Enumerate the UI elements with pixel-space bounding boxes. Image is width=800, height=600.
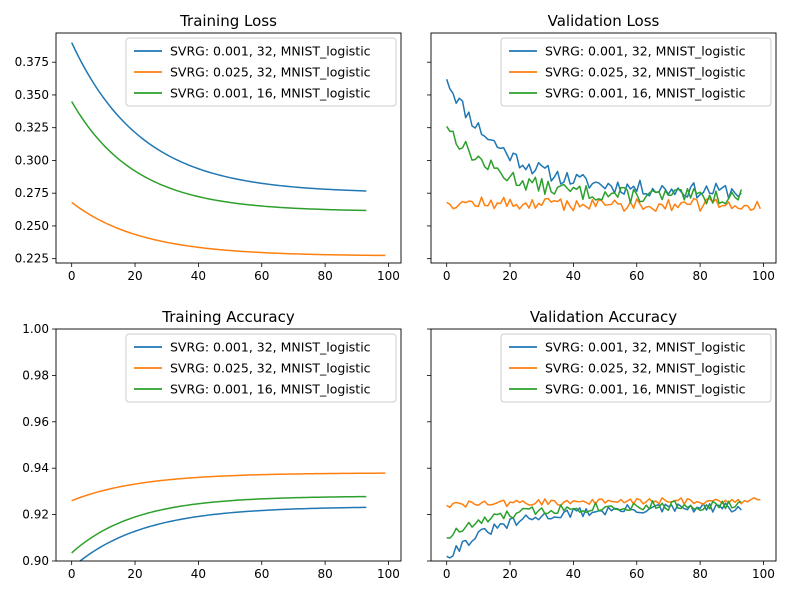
x-tick-label: 40 (191, 567, 206, 581)
panel-training-accuracy: Training Accuracy 0 20 40 60 80 100 0.90 0.92 0.9… (22, 308, 402, 581)
legend-label: SVRG: 0.001, 32, MNIST_logistic (545, 44, 746, 59)
y-tick-label: 0.350 (15, 88, 49, 102)
series-line-0 (78, 506, 367, 561)
axes-frame (430, 32, 777, 264)
x-tick-label: 20 (502, 269, 517, 283)
y-tick-label: 0.96 (22, 415, 49, 429)
panel-training-loss: Training Loss 0 20 40 60 80 100 0.225 0.250 0.275… (15, 12, 402, 283)
legend: SVRG: 0.001, 32, MNIST_logistic SVRG: 0.0… (500, 333, 772, 403)
chart-title: Training Accuracy (161, 308, 295, 326)
legend-label: SVRG: 0.025, 32, MNIST_logistic (545, 361, 746, 376)
y-tick-label: 0.375 (15, 55, 49, 69)
legend-box (500, 37, 772, 107)
legend-label: SVRG: 0.001, 16, MNIST_logistic (170, 382, 371, 397)
x-tick-label: 80 (692, 269, 707, 283)
x-tick-label: 100 (752, 567, 775, 581)
y-tick-label: 0.275 (15, 186, 49, 200)
legend-label: SVRG: 0.001, 16, MNIST_logistic (545, 86, 746, 101)
y-tick-label: 0.90 (22, 554, 49, 568)
y-tick-label: 0.325 (15, 121, 49, 135)
x-tick-label: 100 (752, 269, 775, 283)
legend-label: SVRG: 0.025, 32, MNIST_logistic (170, 65, 371, 80)
x-tick-label: 80 (317, 269, 332, 283)
x-tick-label: 0 (443, 269, 451, 283)
x-tick-label: 100 (377, 567, 400, 581)
legend-box (125, 333, 397, 403)
y-tick-label: 1.00 (22, 322, 49, 336)
x-tick-label: 80 (692, 567, 707, 581)
legend-label: SVRG: 0.001, 32, MNIST_logistic (170, 340, 371, 355)
panel-validation-accuracy: Validation Accuracy 0 20 40 60 80 100 SVRG: 0.0… (427, 308, 777, 581)
series-line-1 (446, 497, 761, 509)
series-line-2 (71, 495, 367, 554)
axes-frame (55, 328, 402, 562)
legend-label: SVRG: 0.001, 16, MNIST_logistic (170, 86, 371, 101)
y-tick-label: 0.300 (15, 153, 49, 167)
x-tick-label: 0 (443, 567, 451, 581)
x-tick-label: 60 (254, 269, 269, 283)
x-tick-label: 40 (191, 269, 206, 283)
x-tick-label: 60 (629, 269, 644, 283)
y-tick-label: 0.225 (15, 252, 49, 266)
series-line-2 (71, 101, 367, 212)
chart-title: Training Loss (179, 12, 277, 30)
panel-validation-loss: Validation Loss 0 20 40 60 80 100 SVRG: 0.001, … (427, 12, 777, 283)
legend-label: SVRG: 0.001, 16, MNIST_logistic (545, 382, 746, 397)
legend: SVRG: 0.001, 32, MNIST_logistic SVRG: 0.0… (500, 37, 772, 107)
y-tick-label: 0.98 (22, 368, 49, 382)
x-tick-label: 40 (566, 269, 581, 283)
series-line-2 (446, 500, 742, 539)
legend-box (125, 37, 397, 107)
x-tick-label: 60 (254, 567, 269, 581)
axes-frame (430, 328, 777, 562)
legend: SVRG: 0.001, 32, MNIST_logistic SVRG: 0.0… (125, 37, 397, 107)
x-tick-label: 80 (317, 567, 332, 581)
series-line-1 (71, 201, 386, 257)
x-tick-label: 60 (629, 567, 644, 581)
x-tick-label: 20 (127, 567, 142, 581)
legend-box (500, 333, 772, 403)
series-line-1 (71, 472, 386, 502)
x-tick-label: 0 (68, 567, 76, 581)
legend-label: SVRG: 0.001, 32, MNIST_logistic (545, 340, 746, 355)
y-tick-label: 0.250 (15, 219, 49, 233)
series-line-0 (71, 42, 367, 192)
legend-label: SVRG: 0.025, 32, MNIST_logistic (170, 361, 371, 376)
legend: SVRG: 0.001, 32, MNIST_logistic SVRG: 0.0… (125, 333, 397, 403)
x-tick-label: 0 (68, 269, 76, 283)
series-line-0 (446, 502, 742, 559)
x-tick-label: 100 (377, 269, 400, 283)
x-tick-label: 20 (502, 567, 517, 581)
x-tick-label: 40 (566, 567, 581, 581)
axes-frame (55, 32, 402, 264)
legend-label: SVRG: 0.025, 32, MNIST_logistic (545, 65, 746, 80)
chart-title: Validation Loss (548, 12, 660, 30)
series-line-2 (446, 125, 743, 205)
series-line-0 (445, 79, 742, 200)
legend-label: SVRG: 0.001, 32, MNIST_logistic (170, 44, 371, 59)
x-tick-label: 20 (127, 269, 142, 283)
y-tick-label: 0.94 (22, 461, 49, 475)
y-tick-label: 0.92 (22, 508, 49, 522)
chart-title: Validation Accuracy (530, 308, 677, 326)
